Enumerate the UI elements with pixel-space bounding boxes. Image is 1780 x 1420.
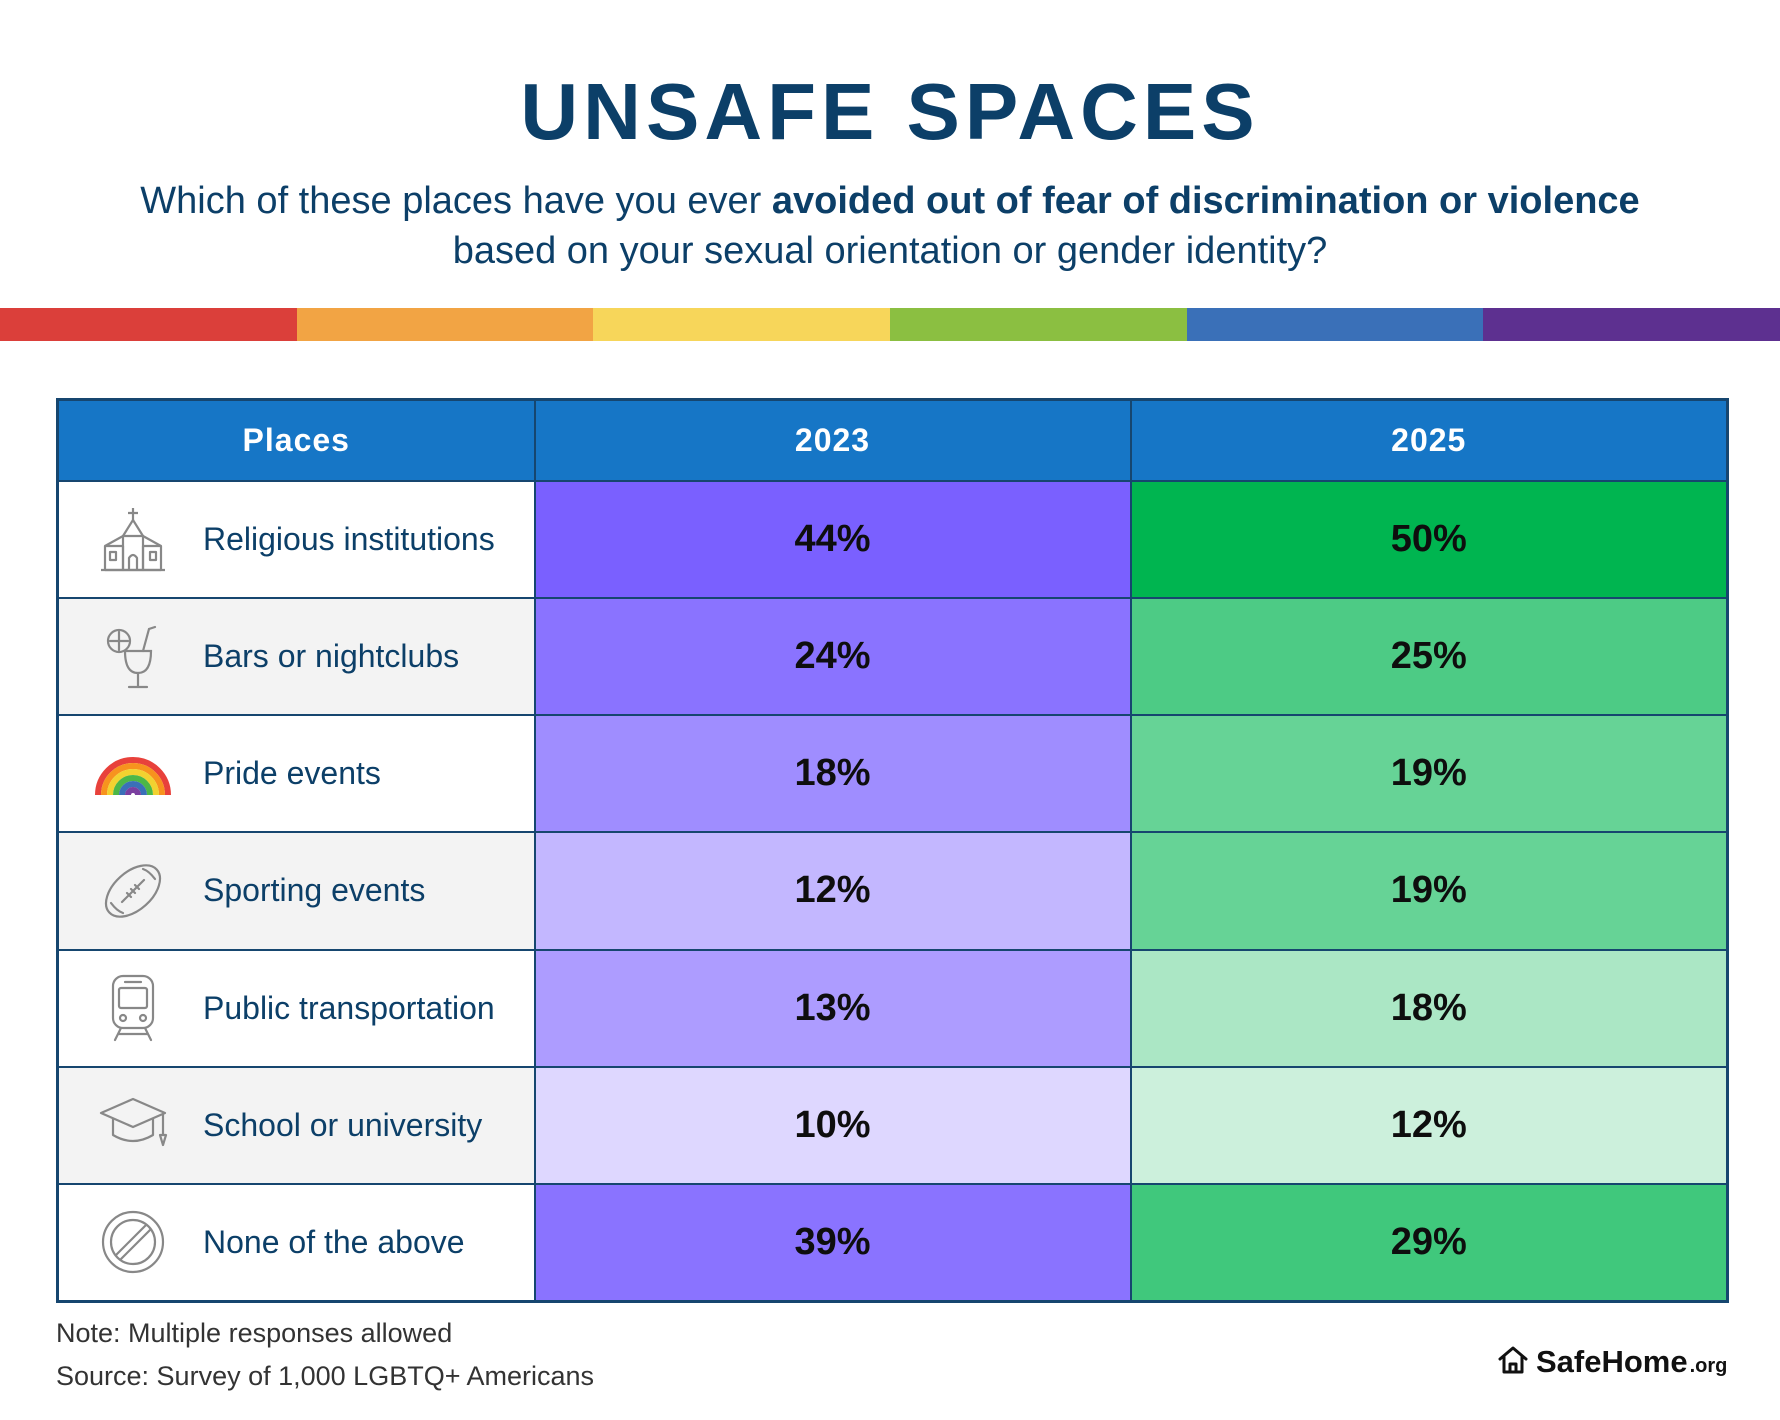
page-title: UNSAFE SPACES xyxy=(520,67,1260,156)
column-header-places: Places xyxy=(56,398,536,482)
rainbow-icon xyxy=(95,736,171,812)
value-2025-cell: 18% xyxy=(1129,948,1729,1068)
table-row: Pride events 18% 19% xyxy=(56,714,1729,834)
place-cell: Bars or nightclubs xyxy=(56,597,536,717)
place-cell: Religious institutions xyxy=(56,479,536,600)
column-header-2023: 2023 xyxy=(533,398,1132,482)
value-2023-cell: 44% xyxy=(533,479,1132,600)
value-2025-cell: 12% xyxy=(1129,1065,1729,1185)
place-cell: None of the above xyxy=(56,1182,536,1303)
prohibited-icon xyxy=(95,1204,171,1280)
value-2023-cell: 12% xyxy=(533,831,1132,951)
place-cell: School or university xyxy=(56,1065,536,1185)
rainbow-stripe-2 xyxy=(296,308,594,341)
cocktail-icon xyxy=(95,619,171,695)
value-2025-cell: 25% xyxy=(1129,597,1729,717)
value-2023-cell: 24% xyxy=(533,597,1132,717)
rainbow-stripe-5 xyxy=(1186,308,1484,341)
brand-logo: SafeHome .org xyxy=(1496,1340,1727,1384)
football-icon xyxy=(95,853,171,929)
rainbow-stripe-4 xyxy=(890,308,1187,341)
place-cell: Sporting events xyxy=(56,831,536,951)
place-label: School or university xyxy=(203,1106,483,1143)
table-row: Religious institutions 44% 50% xyxy=(56,479,1729,600)
place-label: Religious institutions xyxy=(203,521,495,558)
table-header-row: Places 2023 2025 xyxy=(56,398,1729,482)
table-row: None of the above 39% 29% xyxy=(56,1182,1729,1303)
rainbow-divider xyxy=(0,308,1780,341)
table-row: Sporting events 12% 19% xyxy=(56,831,1729,951)
column-header-2025: 2025 xyxy=(1129,398,1729,482)
value-2023-cell: 10% xyxy=(533,1065,1132,1185)
table-row: Bars or nightclubs 24% 25% xyxy=(56,597,1729,717)
table-row: School or university 10% 12% xyxy=(56,1065,1729,1185)
rainbow-stripe-6 xyxy=(1483,308,1780,341)
subtitle-line-2: based on your sexual orientation or gend… xyxy=(452,230,1328,272)
place-label: Pride events xyxy=(203,755,381,792)
place-cell: Pride events xyxy=(56,714,536,834)
value-2023-cell: 39% xyxy=(533,1182,1132,1303)
graduation-cap-icon xyxy=(95,1087,171,1163)
house-icon xyxy=(1496,1343,1530,1382)
value-2023-cell: 13% xyxy=(533,948,1132,1068)
note-text: Note: Multiple responses allowed xyxy=(56,1318,453,1348)
brand-tld: .org xyxy=(1689,1354,1728,1377)
table-row: Public transportation 13% 18% xyxy=(56,948,1729,1068)
brand-name: SafeHome xyxy=(1536,1344,1688,1379)
place-label: None of the above xyxy=(203,1223,465,1260)
value-2025-cell: 50% xyxy=(1129,479,1729,600)
source-text: Source: Survey of 1,000 LGBTQ+ Americans xyxy=(56,1361,595,1391)
value-2025-cell: 29% xyxy=(1129,1182,1729,1303)
place-cell: Public transportation xyxy=(56,948,536,1068)
subtitle-prefix: Which of these places have you ever xyxy=(140,180,772,222)
rainbow-stripe-3 xyxy=(593,308,891,341)
train-icon xyxy=(95,970,171,1046)
value-2023-cell: 18% xyxy=(533,714,1132,834)
place-label: Bars or nightclubs xyxy=(203,638,460,675)
subtitle-line-1: Which of these places have you ever avoi… xyxy=(0,176,1780,226)
church-icon xyxy=(95,502,171,578)
subtitle-emphasis: avoided out of fear of discrimination or… xyxy=(771,180,1640,222)
place-label: Sporting events xyxy=(203,872,426,909)
place-label: Public transportation xyxy=(203,989,495,1026)
rainbow-stripe-1 xyxy=(0,308,297,341)
data-table: Places 2023 2025 Religious institutions 4… xyxy=(56,398,1729,1303)
value-2025-cell: 19% xyxy=(1129,714,1729,834)
value-2025-cell: 19% xyxy=(1129,831,1729,951)
subtitle: Which of these places have you ever avoi… xyxy=(0,176,1780,276)
